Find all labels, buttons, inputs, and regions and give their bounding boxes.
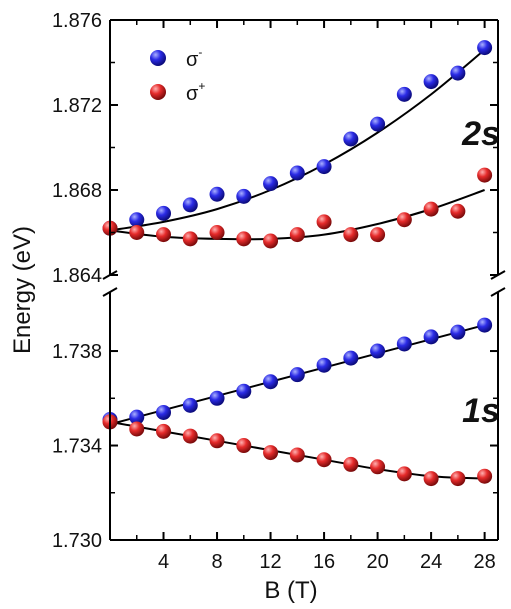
legend-sup-sigma-minus: - bbox=[198, 45, 202, 59]
y-tick-label: 1.876 bbox=[52, 10, 102, 32]
axis-break-mark bbox=[490, 270, 506, 280]
data-point-1s-sigma-plus bbox=[209, 433, 225, 449]
y-tick-label: 1.872 bbox=[52, 95, 102, 117]
data-point-2s-sigma-plus bbox=[289, 227, 305, 243]
data-point-2s-sigma-minus bbox=[450, 65, 466, 81]
data-point-1s-sigma-minus bbox=[450, 324, 466, 340]
data-point-2s-sigma-plus bbox=[370, 227, 386, 243]
data-point-1s-sigma-minus bbox=[209, 390, 225, 406]
data-point-1s-sigma-minus bbox=[316, 357, 332, 373]
data-point-1s-sigma-plus bbox=[423, 471, 439, 487]
data-point-2s-sigma-plus bbox=[182, 231, 198, 247]
data-point-2s-sigma-minus bbox=[289, 165, 305, 181]
data-point-2s-sigma-plus bbox=[423, 201, 439, 217]
data-point-2s-sigma-minus bbox=[343, 131, 359, 147]
y-axis-title: Energy (eV) bbox=[9, 226, 36, 354]
legend-marker-sigma-minus bbox=[150, 50, 166, 66]
data-point-1s-sigma-plus bbox=[129, 421, 145, 437]
data-point-2s-sigma-plus bbox=[396, 212, 412, 228]
data-point-2s-sigma-plus bbox=[236, 231, 252, 247]
data-point-1s-sigma-plus bbox=[156, 423, 172, 439]
x-tick-label: 12 bbox=[259, 551, 281, 573]
data-point-2s-sigma-minus bbox=[316, 159, 332, 175]
axis-break-mark bbox=[102, 270, 118, 280]
legend-label-sigma-minus: σ- bbox=[186, 45, 202, 71]
data-point-2s-sigma-minus bbox=[182, 197, 198, 213]
data-point-1s-sigma-minus bbox=[423, 329, 439, 345]
data-point-2s-sigma-minus bbox=[396, 86, 412, 102]
data-point-2s-sigma-plus bbox=[209, 225, 225, 240]
data-point-1s-sigma-minus bbox=[156, 404, 172, 420]
x-tick-label: 20 bbox=[366, 551, 388, 573]
data-point-2s-sigma-minus bbox=[263, 176, 279, 192]
data-point-2s-sigma-minus bbox=[477, 40, 493, 56]
data-point-2s-sigma-minus bbox=[209, 186, 225, 202]
x-tick-label: 16 bbox=[313, 551, 335, 573]
legend-marker-sigma-plus bbox=[150, 84, 166, 100]
data-point-2s-sigma-minus bbox=[129, 212, 145, 228]
x-axis-title: B (T) bbox=[264, 577, 317, 604]
x-tick-label: 8 bbox=[211, 551, 222, 573]
axis-break-mark bbox=[102, 287, 118, 297]
data-point-2s-sigma-plus bbox=[156, 227, 172, 243]
y-tick-label: 1.738 bbox=[52, 341, 102, 363]
data-point-2s-sigma-minus bbox=[423, 74, 439, 90]
data-point-1s-sigma-plus bbox=[370, 459, 386, 475]
plot-area bbox=[102, 40, 493, 487]
data-point-2s-sigma-plus bbox=[450, 203, 466, 219]
data-point-1s-sigma-minus bbox=[477, 317, 493, 333]
y-tick-label: 1.868 bbox=[52, 180, 102, 202]
data-point-1s-sigma-minus bbox=[263, 374, 279, 390]
data-point-1s-sigma-minus bbox=[182, 397, 198, 413]
data-point-1s-sigma-minus bbox=[396, 336, 412, 352]
data-point-1s-sigma-plus bbox=[182, 428, 198, 444]
legend-sup-sigma-plus: + bbox=[198, 79, 205, 93]
axis-break-mark bbox=[490, 287, 506, 297]
data-point-1s-sigma-plus bbox=[289, 447, 305, 463]
panel-label-1s: 1s bbox=[462, 392, 500, 430]
data-point-1s-sigma-minus bbox=[289, 367, 305, 383]
data-point-1s-sigma-minus bbox=[129, 409, 145, 425]
data-point-1s-sigma-plus bbox=[396, 466, 412, 482]
data-point-2s-sigma-minus bbox=[236, 188, 252, 204]
legend-label-sigma-plus: σ+ bbox=[186, 79, 205, 105]
data-point-1s-sigma-plus bbox=[263, 445, 279, 461]
y-tick-label: 1.864 bbox=[52, 265, 102, 287]
data-point-2s-sigma-plus bbox=[343, 227, 359, 243]
x-tick-label: 28 bbox=[473, 551, 495, 573]
data-point-1s-sigma-plus bbox=[450, 471, 466, 487]
data-point-1s-sigma-plus bbox=[236, 438, 252, 454]
axes: 1.864 1.868 1.872 1.876 1.730 1.734 1.738 4 8 12 1… bbox=[52, 10, 506, 573]
data-point-1s-sigma-minus bbox=[343, 350, 359, 366]
data-point-2s-sigma-minus bbox=[156, 205, 172, 221]
data-point-2s-sigma-plus bbox=[316, 214, 332, 230]
y-tick-label: 1.734 bbox=[52, 436, 102, 458]
x-tick-label: 24 bbox=[420, 551, 442, 573]
data-point-2s-sigma-minus bbox=[370, 116, 386, 132]
legend: σ- σ+ bbox=[150, 45, 205, 105]
data-point-2s-sigma-plus bbox=[477, 167, 493, 183]
y-tick-label: 1.730 bbox=[52, 530, 102, 552]
x-tick-label: 4 bbox=[158, 551, 169, 573]
data-point-1s-sigma-minus bbox=[370, 343, 386, 359]
panel-label-2s: 2s bbox=[461, 115, 500, 153]
data-point-1s-sigma-plus bbox=[343, 456, 359, 472]
data-point-2s-sigma-plus bbox=[129, 225, 145, 240]
data-point-2s-sigma-plus bbox=[263, 233, 279, 249]
data-point-1s-sigma-plus bbox=[477, 468, 493, 484]
data-point-1s-sigma-plus bbox=[316, 452, 332, 468]
data-point-1s-sigma-minus bbox=[236, 383, 252, 399]
